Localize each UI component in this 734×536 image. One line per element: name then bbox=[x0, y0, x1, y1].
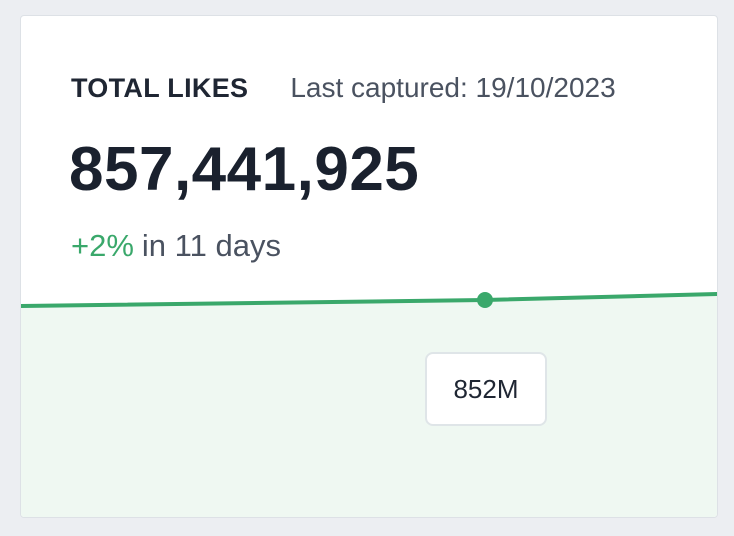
change-summary: +2% in 11 days bbox=[71, 228, 281, 264]
metric-label: TOTAL LIKES bbox=[71, 73, 249, 103]
highlight-point[interactable] bbox=[477, 292, 493, 308]
likes-trend-chart bbox=[21, 292, 717, 517]
tooltip-value: 852M bbox=[453, 373, 519, 404]
change-period: in 11 days bbox=[141, 228, 281, 263]
change-percentage: +2% bbox=[71, 228, 134, 263]
total-likes-card: TOTAL LIKES Last captured: 19/10/2023 85… bbox=[20, 15, 718, 518]
last-captured-date: Last captured: 19/10/2023 bbox=[290, 72, 616, 103]
card-header: TOTAL LIKES Last captured: 19/10/2023 bbox=[71, 72, 616, 104]
total-likes-value: 857,441,925 bbox=[69, 135, 420, 204]
trend-area bbox=[21, 294, 717, 517]
chart-tooltip: 852M bbox=[425, 352, 547, 426]
